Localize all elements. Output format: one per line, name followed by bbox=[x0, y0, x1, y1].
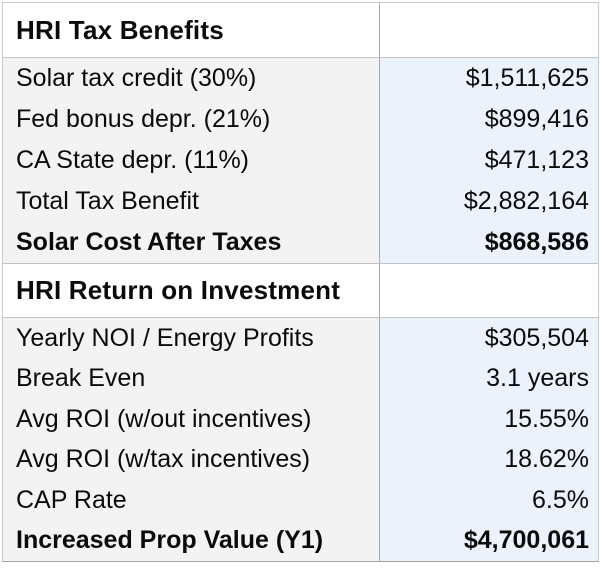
table-row: Total Tax Benefit $2,882,164 bbox=[3, 181, 598, 222]
financial-table: HRI Tax Benefits Solar tax credit (30%) $1… bbox=[2, 2, 599, 562]
row-label-cell[interactable]: CAP Rate bbox=[3, 480, 380, 521]
table-row: Avg ROI (w/out incentives) 15.55% bbox=[3, 399, 598, 440]
row-value-cell[interactable]: 6.5% bbox=[379, 480, 598, 521]
row-label-cell[interactable]: Increased Prop Value (Y1) bbox=[3, 520, 380, 561]
section-header-cell[interactable]: HRI Return on Investment bbox=[3, 264, 380, 317]
row-value-cell[interactable]: 15.55% bbox=[379, 399, 598, 440]
row-value-cell[interactable]: $2,882,164 bbox=[379, 181, 598, 222]
row-value-cell[interactable]: 3.1 years bbox=[379, 358, 598, 399]
section-header-empty-cell[interactable] bbox=[379, 264, 598, 317]
row-label-cell[interactable]: Avg ROI (w/tax incentives) bbox=[3, 439, 380, 480]
table-row: CA State depr. (11%) $471,123 bbox=[3, 140, 598, 181]
row-value-cell[interactable]: $868,586 bbox=[379, 222, 598, 263]
row-label-cell[interactable]: CA State depr. (11%) bbox=[3, 140, 380, 181]
section-header-row: HRI Return on Investment bbox=[3, 263, 598, 318]
section-header-cell[interactable]: HRI Tax Benefits bbox=[3, 3, 380, 57]
table-row: Fed bonus depr. (21%) $899,416 bbox=[3, 99, 598, 140]
row-value-cell[interactable]: $305,504 bbox=[379, 318, 598, 359]
row-label-cell[interactable]: Yearly NOI / Energy Profits bbox=[3, 318, 380, 359]
row-label-cell[interactable]: Solar tax credit (30%) bbox=[3, 58, 380, 99]
row-label-cell[interactable]: Break Even bbox=[3, 358, 380, 399]
table-section: HRI Tax Benefits Solar tax credit (30%) $1… bbox=[3, 3, 598, 263]
row-value-cell[interactable]: $4,700,061 bbox=[379, 520, 598, 561]
row-label-cell[interactable]: Avg ROI (w/out incentives) bbox=[3, 399, 380, 440]
row-label-cell[interactable]: Solar Cost After Taxes bbox=[3, 222, 380, 263]
table-section: HRI Return on Investment Yearly NOI / Ene… bbox=[3, 263, 598, 561]
table-row: Avg ROI (w/tax incentives) 18.62% bbox=[3, 439, 598, 480]
section-header-empty-cell[interactable] bbox=[379, 3, 598, 57]
row-value-cell[interactable]: 18.62% bbox=[379, 439, 598, 480]
table-row: Solar Cost After Taxes $868,586 bbox=[3, 222, 598, 263]
row-label-cell[interactable]: Fed bonus depr. (21%) bbox=[3, 99, 380, 140]
row-value-cell[interactable]: $471,123 bbox=[379, 140, 598, 181]
table-row: Yearly NOI / Energy Profits $305,504 bbox=[3, 318, 598, 359]
table-row: Increased Prop Value (Y1) $4,700,061 bbox=[3, 520, 598, 561]
table-row: CAP Rate 6.5% bbox=[3, 480, 598, 521]
table-row: Break Even 3.1 years bbox=[3, 358, 598, 399]
section-header-row: HRI Tax Benefits bbox=[3, 3, 598, 58]
row-label-cell[interactable]: Total Tax Benefit bbox=[3, 181, 380, 222]
table-row: Solar tax credit (30%) $1,511,625 bbox=[3, 58, 598, 99]
row-value-cell[interactable]: $1,511,625 bbox=[379, 58, 598, 99]
row-value-cell[interactable]: $899,416 bbox=[379, 99, 598, 140]
